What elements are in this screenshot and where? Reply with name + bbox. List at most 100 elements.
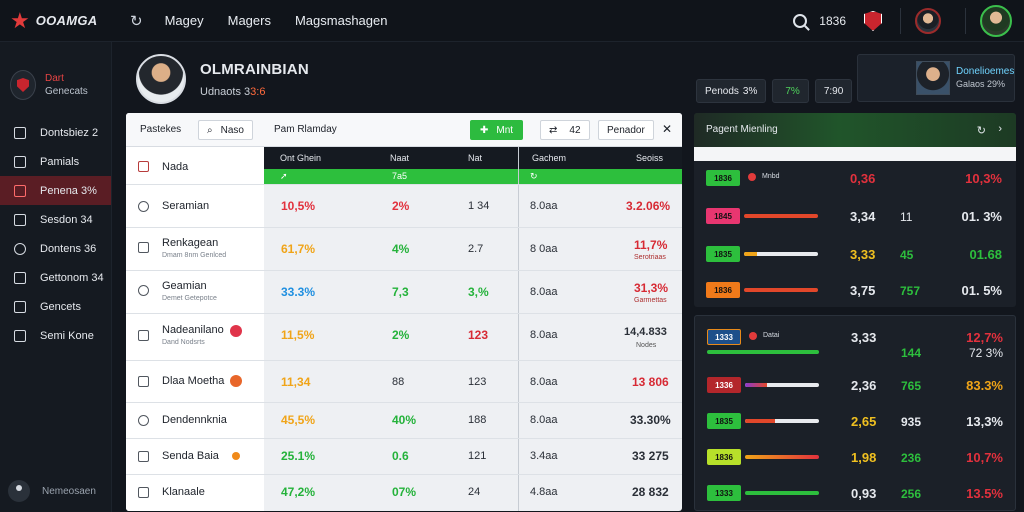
profile-line-2: Genecats — [45, 86, 88, 97]
sidebar-item-gettonom[interactable]: Gettonom 34 — [0, 263, 111, 292]
row-name: Klanaale — [162, 486, 205, 498]
cell-sub: Serotriaas — [634, 254, 666, 261]
refresh-icon[interactable]: ↻ — [976, 125, 986, 137]
close-icon[interactable]: ✕ — [662, 122, 673, 136]
cell: 61,7% — [281, 242, 316, 256]
cell: 45,5% — [281, 413, 316, 427]
metric-row[interactable]: 1835 3,33 45 01.68 — [694, 243, 1016, 277]
metric-bar — [744, 252, 818, 256]
search-icon[interactable] — [793, 14, 808, 28]
filter-button[interactable]: ⇄ 42 — [540, 120, 590, 140]
metric-change: 12,7% — [966, 330, 1003, 345]
metric-row[interactable]: 1836 3,75 757 01. 5% — [694, 279, 1016, 307]
metric-change-secondary: 72 3% — [968, 346, 1003, 360]
sidebar-item-sesdon[interactable]: Sesdon 34 — [0, 205, 111, 234]
table-toolbar: Pastekes ⌕ Naso Pam Rlamday ✚ Mnt ⇄ 42 Pena… — [126, 113, 682, 147]
divider — [965, 8, 966, 34]
info-icon — [138, 415, 149, 426]
table-row[interactable]: Renkagean Dmam 8nm Genlced 61,7% 4% 2.7 … — [126, 228, 682, 271]
cell: 31,3% — [634, 281, 669, 295]
team-logo-icon — [10, 70, 36, 100]
brand[interactable]: ★ OOAMGA — [0, 9, 112, 32]
avatar[interactable] — [915, 8, 941, 34]
metric-row[interactable]: 1835 2,65 935 13,3% — [695, 410, 1017, 444]
metric-value: 0,36 — [850, 171, 876, 186]
stats-table-panel: Pastekes ⌕ Naso Pam Rlamday ✚ Mnt ⇄ 42 Pena… — [126, 113, 682, 511]
table-row[interactable]: Nada — [126, 147, 682, 185]
metric-pill: 1836 — [707, 449, 741, 465]
metric-value: 3,33 — [850, 247, 876, 262]
penador-button[interactable]: Penador — [598, 120, 654, 140]
metric-row[interactable]: 1333 Datai 3,33 144 12,7% 72 3% — [695, 326, 1017, 362]
nav-item[interactable]: Magey — [164, 13, 204, 28]
user-icon — [8, 480, 30, 502]
column-header[interactable]: Ont Ghein — [280, 153, 322, 163]
refresh-icon[interactable]: ↻ — [130, 12, 143, 30]
row-sub: Demet Getepotce — [162, 295, 217, 302]
sidebar-profile[interactable]: Dart Genecats — [0, 42, 111, 108]
metric-row[interactable]: 1836 Mnbd 0,36 10,3% — [694, 167, 1016, 201]
row-name: Geamian — [162, 280, 207, 292]
metric-count: 236 — [901, 451, 922, 465]
table-row[interactable]: Klanaale 47,2% 07% 24 4.8aa 28 832 — [126, 475, 682, 511]
nav-item[interactable]: Magers — [227, 13, 271, 28]
table-row[interactable]: Senda Baia 25.1% 0.6 121 3.4aa 33 275 — [126, 439, 682, 475]
tab-pastekes[interactable]: Pastekes — [140, 124, 182, 135]
column-header[interactable]: Nat — [468, 153, 483, 163]
cell: 8.0aa — [530, 414, 558, 426]
sidebar-item-penena[interactable]: Penena 3% — [0, 176, 111, 205]
table-row[interactable]: Geamian Demet Getepotce 33.3% 7,3 3,% 8.… — [126, 271, 682, 314]
sidebar-item-gencets[interactable]: Gencets — [0, 292, 111, 321]
sidebar-item-dontens[interactable]: Dontens 36 — [0, 234, 111, 263]
player-avatar[interactable] — [136, 54, 186, 104]
metric-row[interactable]: 1836 1,98 236 10,7% — [695, 446, 1017, 480]
metric-label: Datai — [763, 332, 780, 339]
cell: 1 34 — [468, 200, 490, 212]
profile-card[interactable]: Donelioemes Galaos 29% — [857, 54, 1015, 102]
metric-row[interactable]: 1336 2,36 765 83.3% — [695, 374, 1017, 408]
sidebar-item-pamials[interactable]: Pamials — [0, 147, 111, 176]
cell: 33 275 — [632, 449, 669, 463]
shield-icon[interactable] — [864, 11, 882, 31]
player-subtitle: Udnaots 33:6 — [200, 85, 266, 98]
column-header[interactable]: Gachem — [532, 153, 567, 163]
player-header: OLMRAINBIAN Udnaots 33:6 — [136, 54, 309, 104]
user-avatar[interactable] — [980, 5, 1012, 37]
table-row[interactable]: Nadeanilano Dand Nodsrts 11,5% 2% 123 8.… — [126, 314, 682, 361]
chip[interactable]: Penods 3% — [696, 79, 767, 103]
sidebar-footer[interactable]: Nemeosaen — [8, 480, 96, 502]
row-name: Dendennknia — [162, 414, 227, 426]
search-button[interactable]: ⌕ Naso — [198, 120, 253, 140]
sidebar-item-label: Gettonom 34 — [40, 271, 104, 284]
metric-row[interactable]: 1845 3,34 11 01. 3% — [694, 205, 1016, 239]
metric-value: 2,36 — [851, 378, 877, 393]
add-button[interactable]: ✚ Mnt — [470, 120, 524, 140]
profile-card-subtitle: Galaos 29% — [956, 79, 1006, 89]
metric-bar — [707, 350, 819, 354]
top-nav: Magey Magers Magsmashagen — [165, 13, 412, 28]
table-row[interactable]: Seramian 10,5% 2% 1 34 8.0aa 3.2.06% — [126, 185, 682, 228]
metric-row[interactable]: 1333 0,93 256 13.5% — [695, 482, 1017, 512]
sidebar-item-semi-kone[interactable]: Semi Kone — [0, 321, 111, 350]
top-bar: ★ OOAMGA ↻ Magey Magers Magsmashagen 183… — [0, 0, 1024, 42]
cell: 3.4aa — [530, 450, 558, 462]
table-row[interactable]: Dendennknia 45,5% 40% 188 8.0aa 33.30% — [126, 403, 682, 439]
chip[interactable]: 7:90 — [814, 79, 853, 103]
sidebar-item-label: Pamials — [40, 155, 80, 168]
chart-icon — [14, 271, 26, 284]
notification-count: 1836 — [819, 14, 846, 28]
stat-chips: Penods 3% 7% 7:90 — [696, 79, 858, 103]
column-header[interactable]: Naat — [390, 153, 410, 163]
chevron-right-icon[interactable]: › — [998, 123, 1002, 135]
sidebar-item-label: Penena 3% — [40, 184, 97, 197]
metric-bar — [745, 383, 819, 387]
cell: 4.8aa — [530, 486, 558, 498]
chip[interactable]: 7% — [772, 79, 809, 103]
nav-item[interactable]: Magsmashagen — [294, 13, 388, 28]
table-row[interactable]: Dlaa Moetha 11,34 88 123 8.0aa 13 806 — [126, 361, 682, 403]
divider — [900, 8, 901, 34]
sidebar-item-dontsbiez[interactable]: Dontsbiez 2 — [0, 118, 111, 147]
status-dot-icon — [749, 332, 757, 340]
column-divider — [518, 147, 519, 511]
column-header[interactable]: Seoiss — [636, 153, 664, 163]
